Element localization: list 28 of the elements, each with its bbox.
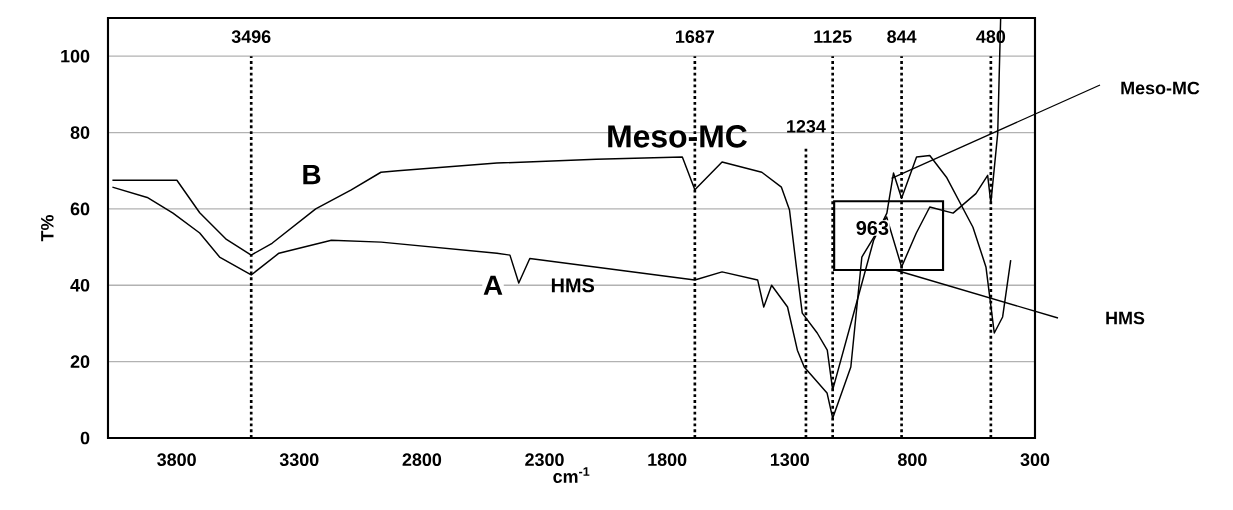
series-label: HMS bbox=[551, 278, 595, 293]
x-tick-label: 3800 bbox=[157, 453, 196, 467]
x-tick-label: 2800 bbox=[402, 453, 442, 467]
annotation: B bbox=[303, 164, 321, 185]
annotation: Meso-MC bbox=[1121, 81, 1200, 95]
y-tick-label: 40 bbox=[70, 278, 90, 292]
x-tick-label: 3300 bbox=[279, 453, 319, 467]
x-tick-label: 1300 bbox=[770, 453, 809, 467]
ref-line-label: 1125 bbox=[814, 30, 852, 43]
ref-line-label: 1234 bbox=[787, 120, 826, 133]
ref-line-label: 3496 bbox=[231, 30, 271, 44]
x-tick-label: 1800 bbox=[648, 453, 687, 467]
text: HMS bbox=[1106, 311, 1145, 325]
ref-line-label: 1687 bbox=[676, 30, 714, 43]
y-tick-label: 60 bbox=[70, 202, 90, 216]
y-tick-label: 20 bbox=[70, 355, 90, 368]
y-tick-label: 0 bbox=[80, 431, 90, 445]
series-label: Meso-MC bbox=[608, 125, 747, 148]
x-axis-title: cm$^{-1}$ bbox=[553, 467, 590, 483]
annotation: 963 bbox=[856, 220, 889, 236]
x-tick-label: 300 bbox=[1020, 453, 1050, 467]
ref-line-label: 844 bbox=[887, 30, 917, 43]
annotation: A bbox=[483, 275, 503, 295]
x-tick-label: 800 bbox=[897, 453, 927, 467]
y-axis-title: T% bbox=[41, 215, 54, 242]
y-tick-label: 80 bbox=[70, 126, 90, 139]
y-tick-label: 100 bbox=[61, 49, 90, 63]
x-tick-label: 2300 bbox=[525, 453, 564, 467]
